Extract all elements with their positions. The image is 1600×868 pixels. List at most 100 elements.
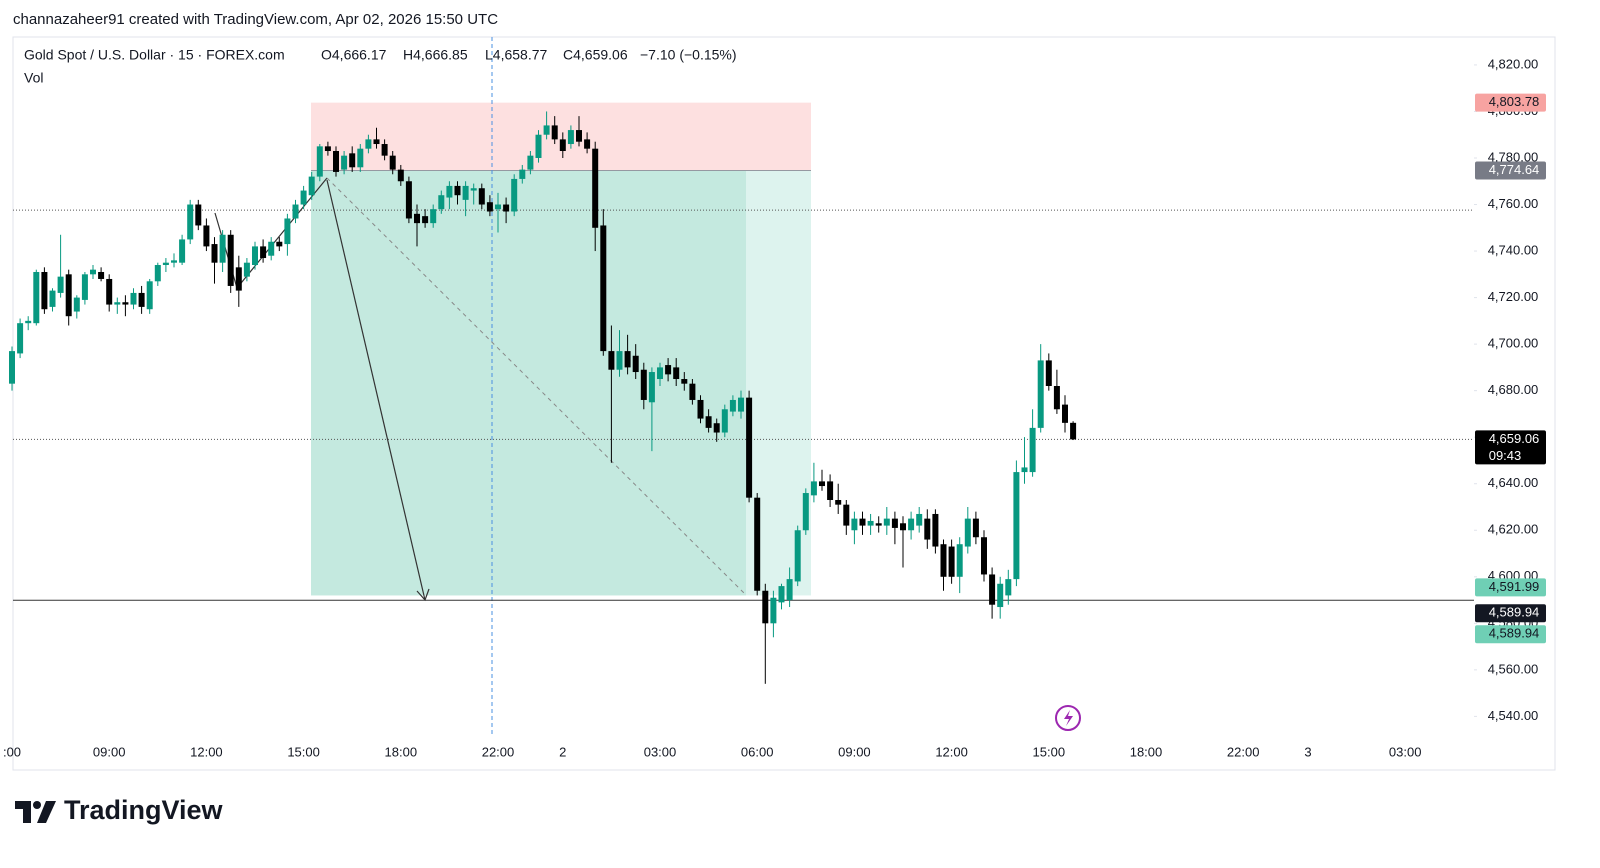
candle-body (349, 153, 356, 168)
candle-body (260, 246, 267, 259)
y-tick-label: 4,540.00 (1488, 708, 1539, 723)
x-tick-label: 15:00 (1033, 744, 1066, 759)
candle-body (219, 234, 226, 263)
candle-body (90, 269, 96, 275)
brand-name: TradingView (64, 795, 224, 825)
candle-body (543, 125, 550, 135)
price-label: 4,803.78 (1489, 94, 1540, 109)
candle-body (738, 397, 744, 412)
y-tick-label: 4,820.00 (1488, 56, 1539, 71)
candle-body (924, 518, 931, 540)
candle-body (414, 213, 420, 224)
candle-body (252, 246, 258, 266)
candle-body (559, 139, 566, 152)
candle-body (324, 146, 331, 152)
y-tick-label: 4,760.00 (1488, 196, 1539, 211)
candle-body (405, 181, 412, 219)
price-label-box (1475, 578, 1546, 597)
candle-body (972, 518, 979, 538)
x-tick-label: :00 (3, 744, 21, 759)
candle-body (932, 513, 939, 547)
stop-zone (311, 102, 811, 171)
candle-body (576, 130, 582, 142)
indicator-label: Vol (24, 70, 43, 86)
brand-logo (15, 801, 56, 823)
candle-body (381, 144, 388, 156)
candle-body (746, 397, 753, 498)
candle-body (179, 239, 186, 263)
candle-body (171, 260, 177, 263)
candle-body (203, 225, 210, 247)
candle-body (713, 423, 720, 433)
y-tick-label: 4,700.00 (1488, 336, 1539, 351)
candle-body (308, 176, 315, 196)
candle-body (754, 497, 761, 591)
candle-body (41, 271, 48, 310)
candle-body (786, 579, 793, 601)
candle-body (235, 267, 242, 291)
candle-body (657, 367, 663, 380)
candle-body (981, 537, 987, 575)
candle-body (227, 234, 234, 286)
candle-body (1037, 360, 1044, 428)
x-tick-label: 03:00 (644, 744, 677, 759)
candle-body (640, 369, 647, 400)
price-countdown: 09:43 (1489, 448, 1522, 463)
candle-body (916, 513, 923, 526)
candle-body (729, 399, 736, 412)
candle-body (495, 204, 501, 210)
x-tick-label: 03:00 (1389, 744, 1422, 759)
candle-body (130, 292, 137, 305)
x-tick-label: 22:00 (1227, 744, 1260, 759)
candle-body (843, 504, 850, 526)
candle-body (624, 351, 631, 368)
candle-body (1029, 427, 1036, 473)
candle-body (138, 292, 145, 307)
alert-icon-bolt (1064, 710, 1073, 726)
candle-body (397, 169, 404, 182)
candle-body (519, 169, 526, 179)
candle-body (859, 518, 866, 526)
candle-body (316, 146, 323, 177)
candle-body (454, 185, 461, 196)
candle-body (65, 274, 72, 317)
plot-area (9, 37, 1474, 735)
candle-body (867, 520, 874, 526)
candle-body (511, 178, 518, 212)
candle-body (162, 262, 169, 266)
position-diagonal (326, 177, 747, 596)
candle-body (503, 204, 510, 212)
candle-body (802, 493, 809, 531)
candle-body (154, 265, 161, 282)
candle-body (721, 409, 728, 433)
price-label-box (1475, 625, 1546, 644)
candle-body (357, 148, 364, 168)
candle-body (292, 204, 299, 219)
candle-body (211, 244, 218, 263)
x-tick-label: 12:00 (190, 744, 223, 759)
candle-body (276, 241, 283, 247)
candle-body (478, 188, 485, 205)
y-tick-label: 4,720.00 (1488, 289, 1539, 304)
x-tick-label: 2 (559, 744, 566, 759)
chart-frame (12, 36, 1556, 771)
x-tick-label: 12:00 (935, 744, 968, 759)
target-zone-filled (311, 170, 746, 596)
candle-body (875, 523, 882, 526)
candle-body (195, 204, 202, 226)
candle-body (462, 185, 469, 200)
candle-body (527, 155, 534, 170)
candle-body (584, 139, 591, 149)
candle-body (835, 500, 842, 505)
candle-body (33, 271, 40, 324)
price-label: 4,589.94 (1489, 626, 1540, 641)
candle-body (470, 188, 477, 191)
chart-title: Gold Spot / U.S. Dollar · 15 · FOREX.com (24, 47, 285, 63)
candle-body (632, 355, 639, 373)
price-label: 4,659.06 (1489, 431, 1540, 446)
candle-body (608, 351, 615, 370)
arrow-head (416, 588, 430, 602)
price-label: 4,591.99 (1489, 579, 1540, 594)
x-tick-label: 09:00 (838, 744, 871, 759)
